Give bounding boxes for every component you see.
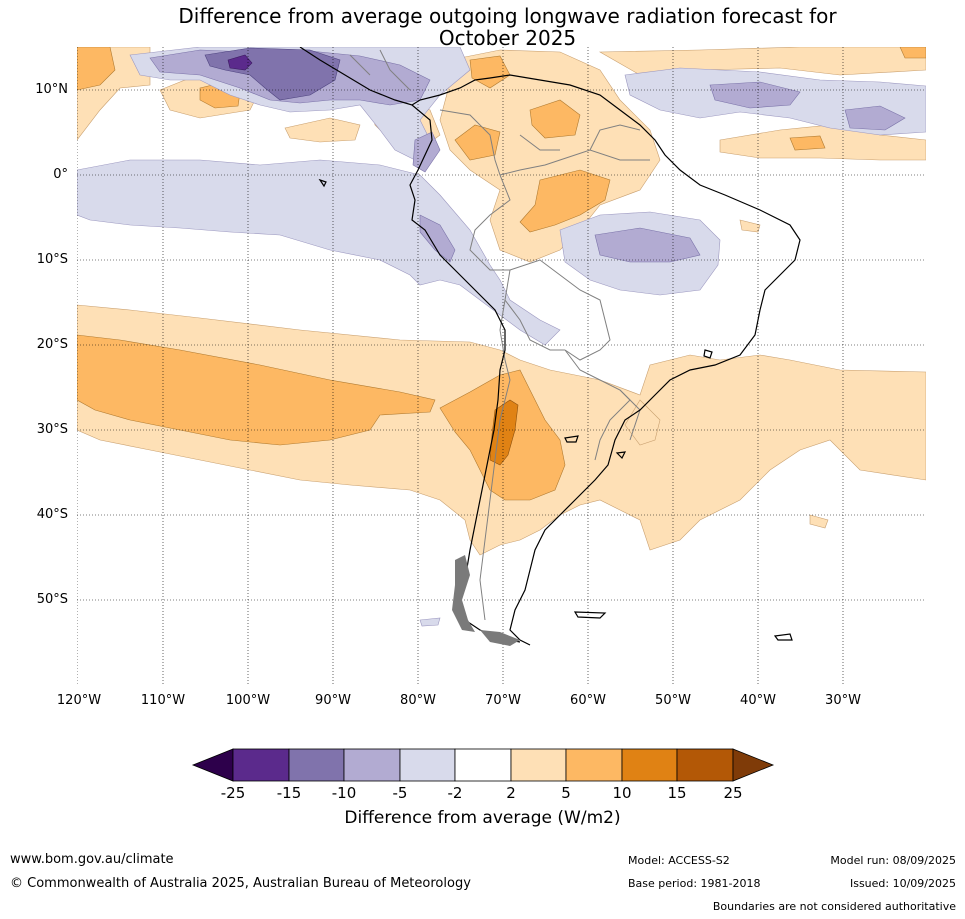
colorbar-tick: -2 <box>447 784 463 802</box>
website-link[interactable]: www.bom.gov.au/climate <box>10 852 174 867</box>
colorbar-segment-8 <box>621 748 678 782</box>
colorbar-segment-9 <box>676 748 734 782</box>
anomaly-minus15-to-minus25-regions <box>227 54 253 71</box>
colorbar-tick: 10 <box>612 784 632 802</box>
lon-label-70w: 70°W <box>485 693 521 708</box>
colorbar-segment-2 <box>288 748 345 782</box>
colorbar-segment-7 <box>565 748 623 782</box>
colorbar-tick: 15 <box>667 784 687 802</box>
colorbar-extend-low <box>191 748 234 782</box>
model-run-text: Model run: 08/09/2025 <box>830 854 956 867</box>
colorbar-tick: -10 <box>331 784 357 802</box>
country-borders <box>349 49 650 621</box>
colorbar-tick: -15 <box>276 784 302 802</box>
colorbar-segment-6 <box>510 748 567 782</box>
lon-label-80w: 80°W <box>400 693 436 708</box>
colorbar-segment-1 <box>232 748 290 782</box>
graticule <box>77 47 926 685</box>
lat-label-0: 0° <box>53 167 68 182</box>
disclaimer-text: Boundaries are not considered authoritat… <box>712 900 956 913</box>
lon-label-40w: 40°W <box>740 693 776 708</box>
lat-label-10s: 10°S <box>36 252 68 267</box>
lon-label-100w: 100°W <box>225 693 271 708</box>
lon-label-30w: 30°W <box>825 693 861 708</box>
colorbar-tick: 5 <box>561 784 571 802</box>
colorbar-segment-5 <box>454 748 512 782</box>
lat-label-50s: 50°S <box>36 592 68 607</box>
map-title-line2: October 2025 <box>438 26 577 50</box>
copyright-text: © Commonwealth of Australia 2025, Austra… <box>10 876 471 891</box>
base-period-text: Base period: 1981-2018 <box>628 877 761 890</box>
colorbar-tick: 2 <box>506 784 516 802</box>
lat-label-10n: 10°N <box>35 82 68 97</box>
issued-text: Issued: 10/09/2025 <box>849 877 956 890</box>
lat-label-20s: 20°S <box>36 337 68 352</box>
colorbar-extend-high <box>732 748 775 782</box>
colorbar-tick: -5 <box>392 784 408 802</box>
lon-label-90w: 90°W <box>315 693 351 708</box>
colorbar-segment-4 <box>399 748 456 782</box>
colorbar-tick: 25 <box>723 784 743 802</box>
lon-label-120w: 120°W <box>56 693 102 708</box>
colorbar-label: Difference from average (W/m2) <box>344 808 621 828</box>
colorbar-segment-3 <box>343 748 401 782</box>
lat-label-40s: 40°S <box>36 507 68 522</box>
lon-label-110w: 110°W <box>140 693 186 708</box>
map-title-line1: Difference from average outgoing longwav… <box>178 4 837 28</box>
colorbar-tick: -25 <box>220 784 246 802</box>
lon-label-60w: 60°W <box>570 693 606 708</box>
lon-label-50w: 50°W <box>655 693 691 708</box>
lat-label-30s: 30°S <box>36 422 68 437</box>
model-text: Model: ACCESS-S2 <box>628 854 730 867</box>
patagonian-islands <box>452 555 520 646</box>
